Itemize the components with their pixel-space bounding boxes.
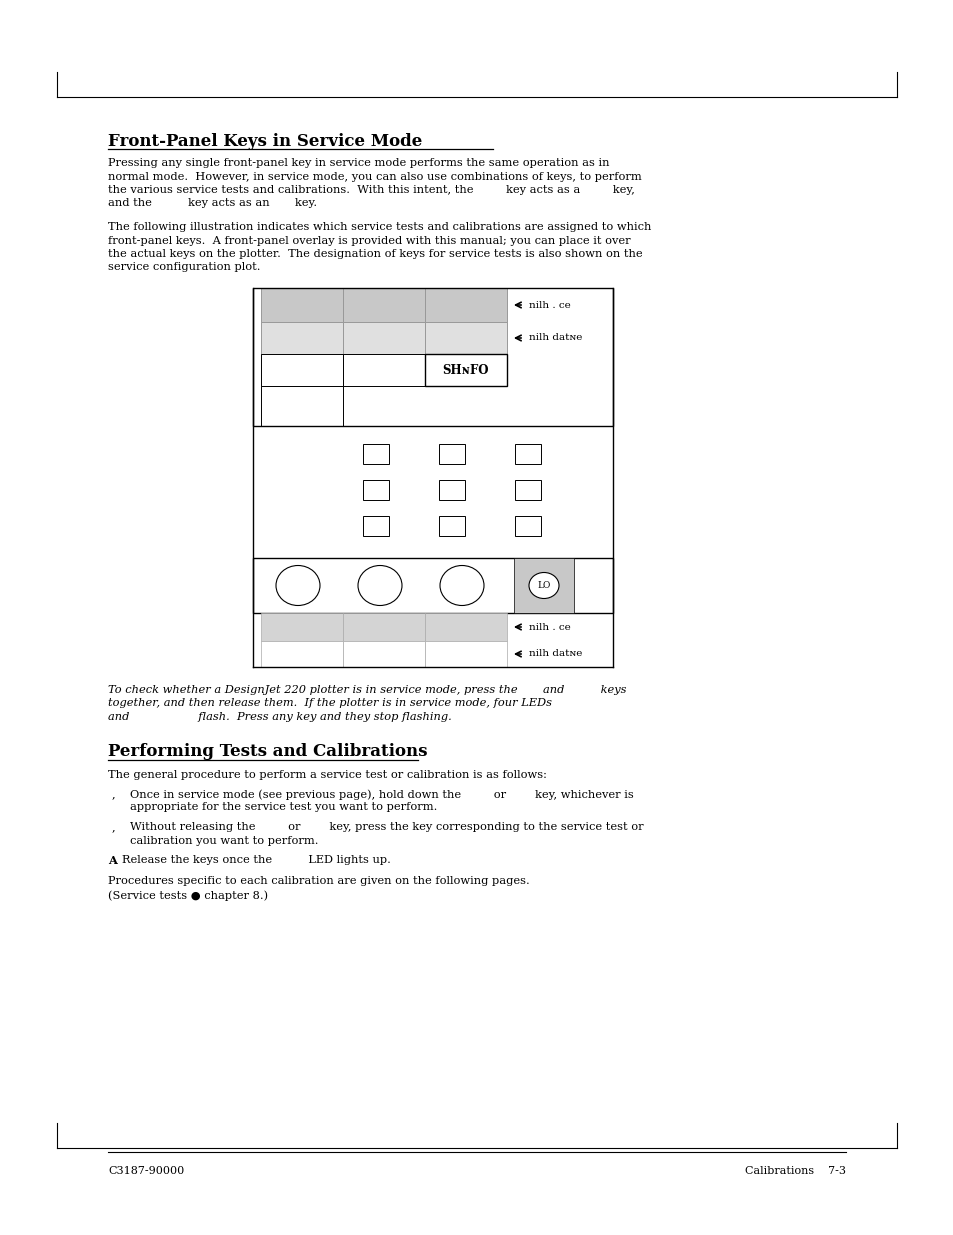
- Text: Without releasing the         or        key, press the key corresponding to the : Without releasing the or key, press the …: [130, 823, 643, 832]
- Bar: [253, 288, 613, 426]
- Bar: [424, 613, 506, 641]
- Bar: [343, 288, 424, 322]
- Bar: [261, 613, 343, 641]
- Bar: [424, 354, 506, 387]
- Text: The following illustration indicates which service tests and calibrations are as: The following illustration indicates whi…: [108, 222, 651, 232]
- Bar: [515, 516, 540, 536]
- Text: front-panel keys.  A front-panel overlay is provided with this manual; you can p: front-panel keys. A front-panel overlay …: [108, 236, 630, 246]
- Text: nilh . ce: nilh . ce: [529, 622, 570, 631]
- Text: A: A: [108, 855, 117, 866]
- Bar: [261, 288, 343, 322]
- Text: service configuration plot.: service configuration plot.: [108, 263, 260, 273]
- Bar: [514, 558, 574, 613]
- Text: the actual keys on the plotter.  The designation of keys for service tests is al: the actual keys on the plotter. The desi…: [108, 249, 642, 259]
- Bar: [438, 480, 464, 500]
- Text: The general procedure to perform a service test or calibration is as follows:: The general procedure to perform a servi…: [108, 769, 546, 779]
- Ellipse shape: [529, 573, 558, 599]
- Text: and                   flash.  Press any key and they stop flashing.: and flash. Press any key and they stop f…: [108, 713, 452, 722]
- Text: ,: ,: [112, 789, 115, 799]
- Bar: [424, 641, 506, 667]
- Ellipse shape: [439, 566, 483, 605]
- Text: nilh . ce: nilh . ce: [529, 300, 570, 310]
- Text: SHɴFO: SHɴFO: [442, 363, 489, 377]
- Bar: [343, 354, 424, 387]
- Text: Performing Tests and Calibrations: Performing Tests and Calibrations: [108, 743, 427, 761]
- Text: together, and then release them.  If the plotter is in service mode, four LEDs: together, and then release them. If the …: [108, 699, 552, 709]
- Bar: [438, 445, 464, 464]
- Text: C3187-90000: C3187-90000: [108, 1166, 184, 1176]
- Bar: [261, 641, 343, 667]
- Bar: [515, 480, 540, 500]
- Text: and the          key acts as an       key.: and the key acts as an key.: [108, 199, 316, 209]
- Text: calibration you want to perform.: calibration you want to perform.: [130, 836, 318, 846]
- Bar: [438, 516, 464, 536]
- Bar: [424, 288, 506, 322]
- Bar: [253, 558, 613, 613]
- Text: (Service tests ● chapter 8.): (Service tests ● chapter 8.): [108, 890, 268, 900]
- Text: nilh datɴe: nilh datɴe: [529, 333, 581, 342]
- Text: the various service tests and calibrations.  With this intent, the         key a: the various service tests and calibratio…: [108, 185, 634, 195]
- Bar: [343, 322, 424, 354]
- Ellipse shape: [357, 566, 401, 605]
- Text: ,: ,: [112, 823, 115, 832]
- Text: Release the keys once the          LED lights up.: Release the keys once the LED lights up.: [122, 855, 391, 864]
- Bar: [343, 613, 424, 641]
- Text: normal mode.  However, in service mode, you can also use combinations of keys, t: normal mode. However, in service mode, y…: [108, 172, 641, 182]
- Bar: [343, 641, 424, 667]
- Text: Calibrations    7-3: Calibrations 7-3: [744, 1166, 845, 1176]
- Bar: [515, 445, 540, 464]
- Text: appropriate for the service test you want to perform.: appropriate for the service test you wan…: [130, 803, 436, 813]
- Text: Pressing any single front-panel key in service mode performs the same operation : Pressing any single front-panel key in s…: [108, 158, 609, 168]
- Ellipse shape: [275, 566, 319, 605]
- Text: LO: LO: [537, 580, 550, 590]
- Bar: [424, 322, 506, 354]
- Bar: [363, 480, 389, 500]
- Text: Procedures specific to each calibration are given on the following pages.: Procedures specific to each calibration …: [108, 877, 529, 887]
- Text: To check whether a DesignJet 220 plotter is in service mode, press the       and: To check whether a DesignJet 220 plotter…: [108, 685, 626, 695]
- Bar: [261, 354, 343, 387]
- Text: nilh datɴe: nilh datɴe: [529, 650, 581, 658]
- Bar: [261, 322, 343, 354]
- Bar: [363, 516, 389, 536]
- Bar: [261, 387, 343, 426]
- Bar: [363, 445, 389, 464]
- Text: Once in service mode (see previous page), hold down the         or        key, w: Once in service mode (see previous page)…: [130, 789, 633, 799]
- Text: Front-Panel Keys in Service Mode: Front-Panel Keys in Service Mode: [108, 133, 422, 149]
